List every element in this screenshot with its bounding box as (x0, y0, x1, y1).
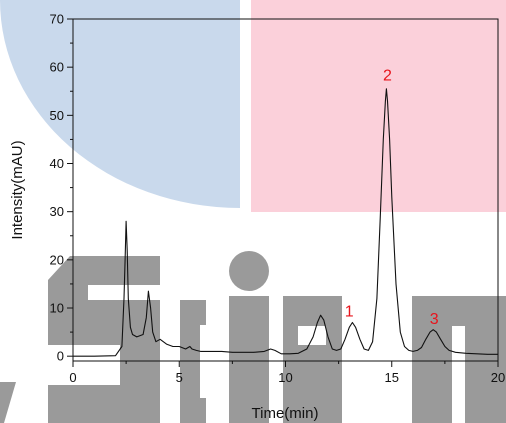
watermark-left-fragment (0, 382, 16, 423)
peak-label-2: 2 (383, 68, 392, 85)
y-tick-label: 60 (50, 60, 64, 75)
watermark-letter-i-stem (229, 296, 269, 423)
y-axis-title: Intensity(mAU) (9, 140, 26, 239)
x-axis-ticks (72, 361, 499, 367)
peak-label-1: 1 (345, 304, 354, 321)
y-tick-label: 10 (50, 301, 64, 316)
x-axis-title: Time(min) (252, 405, 319, 422)
x-tick-label: 10 (278, 370, 292, 385)
y-tick-label: 50 (50, 108, 64, 123)
watermark-letter-n (412, 296, 506, 423)
watermark-letter-e (283, 296, 342, 423)
peak-label-3: 3 (430, 311, 439, 328)
x-axis-tick-labels: 0 5 10 15 20 (69, 370, 505, 385)
x-tick-label: 0 (69, 370, 76, 385)
y-tick-label: 70 (50, 12, 64, 27)
watermark-logo (0, 251, 506, 423)
y-tick-label: 0 (57, 349, 64, 364)
y-tick-label: 20 (50, 252, 64, 267)
watermark-letter-s (48, 256, 160, 423)
x-tick-label: 15 (385, 370, 399, 385)
y-axis-ticks (67, 18, 73, 357)
y-tick-label: 40 (50, 156, 64, 171)
watermark-letter-i-dot (229, 251, 269, 291)
peak-labels: 1 2 3 (345, 68, 439, 328)
x-tick-label: 20 (491, 370, 505, 385)
background-pink-block (251, 0, 506, 212)
background-blue-quarter-disc (0, 0, 240, 208)
chromatogram-trace (73, 88, 498, 357)
x-tick-label: 5 (176, 370, 183, 385)
y-axis-tick-labels: 0 10 20 30 40 50 60 70 (50, 12, 64, 364)
y-tick-label: 30 (50, 204, 64, 219)
